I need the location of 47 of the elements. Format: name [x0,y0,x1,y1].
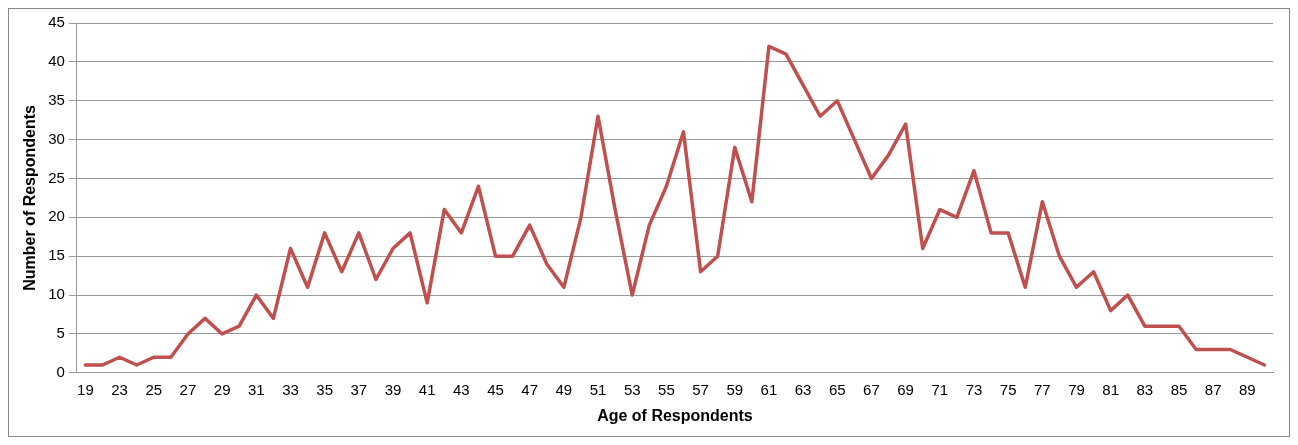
y-tick-label: 5 [56,324,65,342]
x-tick-label: 55 [658,380,675,398]
x-tick-label: 77 [1033,380,1051,398]
x-tick-label: 87 [1204,380,1222,398]
x-tick-label: 73 [965,380,983,398]
x-tick-label: 65 [828,380,846,398]
x-tick-label: 49 [555,380,573,398]
x-tick-label: 85 [1170,380,1188,398]
x-tick-label: 23 [111,380,128,398]
x-tick-label: 79 [1068,380,1085,398]
y-tick-label: 20 [48,207,65,225]
x-tick-label: 51 [589,380,607,398]
x-tick-label: 45 [487,380,504,398]
x-tick-label: 63 [794,380,812,398]
x-tick-label: 67 [863,380,880,398]
x-tick-label: 47 [521,380,539,398]
x-tick-label: 35 [316,380,333,398]
x-tick-label: 43 [453,380,470,398]
x-tick-label: 37 [350,380,368,398]
x-axis-title: Age of Respondents [597,406,753,424]
x-tick-label: 69 [897,380,914,398]
y-tick-label: 10 [48,285,65,303]
y-tick-label: 15 [48,246,65,264]
x-tick-label: 29 [213,380,231,398]
y-tick-label: 35 [48,90,65,108]
y-tick-label: 40 [48,52,65,70]
y-tick-label: 30 [48,129,65,147]
x-tick-label: 75 [999,380,1017,398]
x-tick-label: 81 [1102,380,1120,398]
y-axis-title: Number of Respondents [21,104,39,291]
x-tick-label: 61 [760,380,778,398]
y-tick-label: 0 [56,362,65,380]
y-tick-label: 45 [48,13,65,31]
x-tick-label: 83 [1136,380,1154,398]
x-tick-label: 27 [179,380,197,398]
x-tick-label: 31 [247,380,265,398]
x-tick-label: 71 [931,380,949,398]
x-tick-label: 41 [418,380,436,398]
x-tick-label: 89 [1239,380,1256,398]
x-tick-label: 25 [145,380,163,398]
y-tick-label: 25 [48,168,65,186]
x-tick-label: 39 [384,380,402,398]
x-tick-label: 59 [726,380,744,398]
x-tick-label: 33 [282,380,299,398]
x-tick-label: 57 [692,380,709,398]
x-tick-label: 53 [623,380,641,398]
x-tick-label: 19 [77,380,94,398]
